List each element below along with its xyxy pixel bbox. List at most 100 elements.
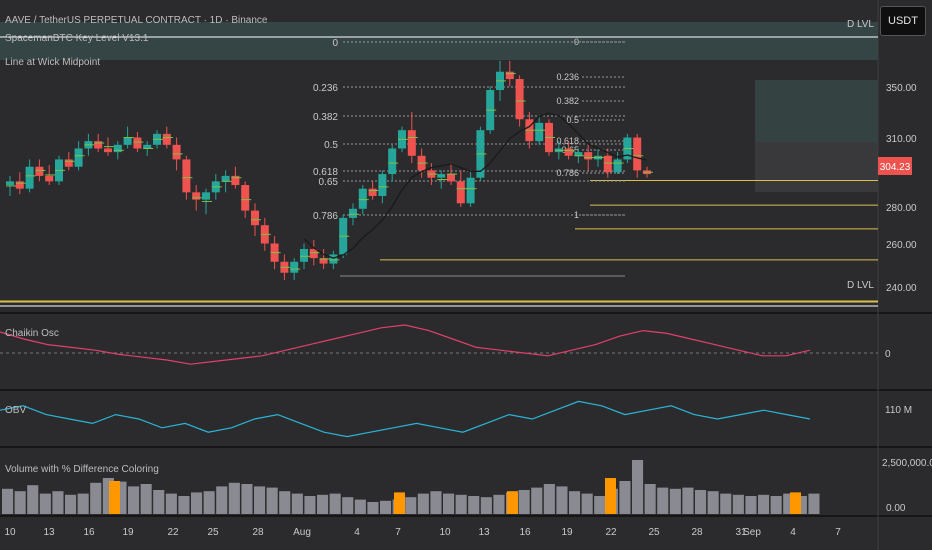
fib-left-label: 0.786 xyxy=(313,211,338,222)
volume-bar xyxy=(657,487,669,514)
time-axis-label: 4 xyxy=(790,527,796,538)
time-axis-label: 7 xyxy=(835,527,841,538)
volume-bar xyxy=(380,500,392,514)
candle-body xyxy=(221,175,230,182)
time-axis-label: 22 xyxy=(167,527,179,538)
candle-body xyxy=(613,159,622,173)
candle-body xyxy=(368,188,377,196)
fib-right-label: 0.5 xyxy=(566,115,579,125)
price-tick-label: 260.00 xyxy=(886,240,917,251)
volume-bar xyxy=(770,496,782,514)
fib-right-label: 0.236 xyxy=(556,72,579,82)
volume-bar xyxy=(77,493,89,514)
candle-body xyxy=(94,141,103,149)
indicator-label-key-level[interactable]: SpacemanBTC Key Level V13.1 xyxy=(5,33,149,44)
obv-line xyxy=(0,400,811,438)
volume-bar xyxy=(52,491,64,514)
volume-bar xyxy=(644,484,656,514)
volume-bar xyxy=(682,487,694,514)
fib-left-label: 0.65 xyxy=(319,177,339,188)
candle-body xyxy=(505,71,514,80)
volume-bar xyxy=(65,494,77,514)
price-tick-label: 280.00 xyxy=(886,203,917,214)
candle-body xyxy=(584,152,593,160)
candle-body xyxy=(172,144,181,160)
volume-bar xyxy=(153,490,165,514)
volume-bar xyxy=(291,493,303,514)
chaikin-pane-title[interactable]: Chaikin Osc xyxy=(5,328,59,339)
volume-pane-title[interactable]: Volume with % Difference Coloring xyxy=(5,464,159,475)
time-axis-label: 16 xyxy=(519,527,531,538)
time-axis-label: 31 xyxy=(735,527,747,538)
volume-bar xyxy=(518,490,530,514)
volume-bar-highlight xyxy=(790,492,801,514)
volume-bar xyxy=(279,491,291,514)
time-axis-label: 28 xyxy=(252,527,264,538)
volume-bar xyxy=(695,490,707,514)
volume-bar xyxy=(140,484,152,514)
time-axis-label: 19 xyxy=(561,527,573,538)
currency-button[interactable]: USDT xyxy=(880,6,926,36)
fib-left-label: 0.5 xyxy=(324,140,338,151)
candle-body xyxy=(231,175,240,186)
volume-bar xyxy=(2,488,14,514)
obv-pane-title[interactable]: OBV xyxy=(5,405,27,416)
time-axis-label: 13 xyxy=(478,527,490,538)
volume-bar xyxy=(707,491,719,514)
volume-bar-highlight xyxy=(394,492,405,514)
fib-left-label: 0.236 xyxy=(313,83,338,94)
candle-body xyxy=(123,137,132,145)
top-zone xyxy=(0,22,878,60)
candle-body xyxy=(574,152,583,156)
candle-body xyxy=(358,188,367,209)
d-lvl-label: D LVL xyxy=(847,19,874,30)
fib-left-label: 0.382 xyxy=(313,112,338,123)
volume-bar xyxy=(27,485,39,514)
volume-bar xyxy=(254,486,266,514)
candle-body xyxy=(329,254,338,264)
current-price-badge xyxy=(878,157,912,175)
volume-bar xyxy=(128,486,140,514)
volume-bar xyxy=(455,494,467,514)
price-tick-label: 240.00 xyxy=(886,283,917,294)
symbol-title[interactable]: AAVE / TetherUS PERPETUAL CONTRACT · 1D … xyxy=(5,15,268,26)
volume-bar xyxy=(317,494,329,514)
volume-bar xyxy=(405,497,417,514)
volume-bar xyxy=(669,488,681,514)
candle-body xyxy=(407,130,416,156)
candle-body xyxy=(437,174,446,178)
candle-body xyxy=(300,248,308,262)
time-axis-label: 25 xyxy=(648,527,660,538)
volume-bar xyxy=(594,496,606,514)
volume-bar xyxy=(543,484,555,514)
candle-body xyxy=(15,181,24,189)
fib-left-label: 0 xyxy=(332,38,338,49)
candle-body xyxy=(564,148,573,156)
volume-bar xyxy=(556,486,568,514)
volume-bar xyxy=(493,494,505,514)
candle-body xyxy=(35,166,44,176)
volume-bar-highlight xyxy=(507,491,518,514)
time-axis-label: 4 xyxy=(354,527,360,538)
candle-body xyxy=(447,174,455,182)
candle-body xyxy=(633,137,642,171)
volume-bar xyxy=(241,484,253,514)
fib-right-label: 0 xyxy=(574,37,579,47)
volume-bar xyxy=(102,478,114,514)
indicator-label-wick-midpoint[interactable]: Line at Wick Midpoint xyxy=(5,57,101,68)
candle-body xyxy=(309,248,318,259)
volume-bar xyxy=(329,493,341,514)
candle-body xyxy=(290,261,299,273)
time-axis-label: 7 xyxy=(395,527,401,538)
volume-bar xyxy=(266,487,278,514)
volume-bar xyxy=(354,499,366,514)
moving-average-line xyxy=(303,112,648,259)
candle-body xyxy=(74,148,83,167)
candle-body xyxy=(515,79,524,120)
time-axis-label: 25 xyxy=(207,527,219,538)
fib-left-label: 0.618 xyxy=(313,167,338,178)
volume-bar xyxy=(14,491,26,514)
volume-bar xyxy=(178,496,190,514)
